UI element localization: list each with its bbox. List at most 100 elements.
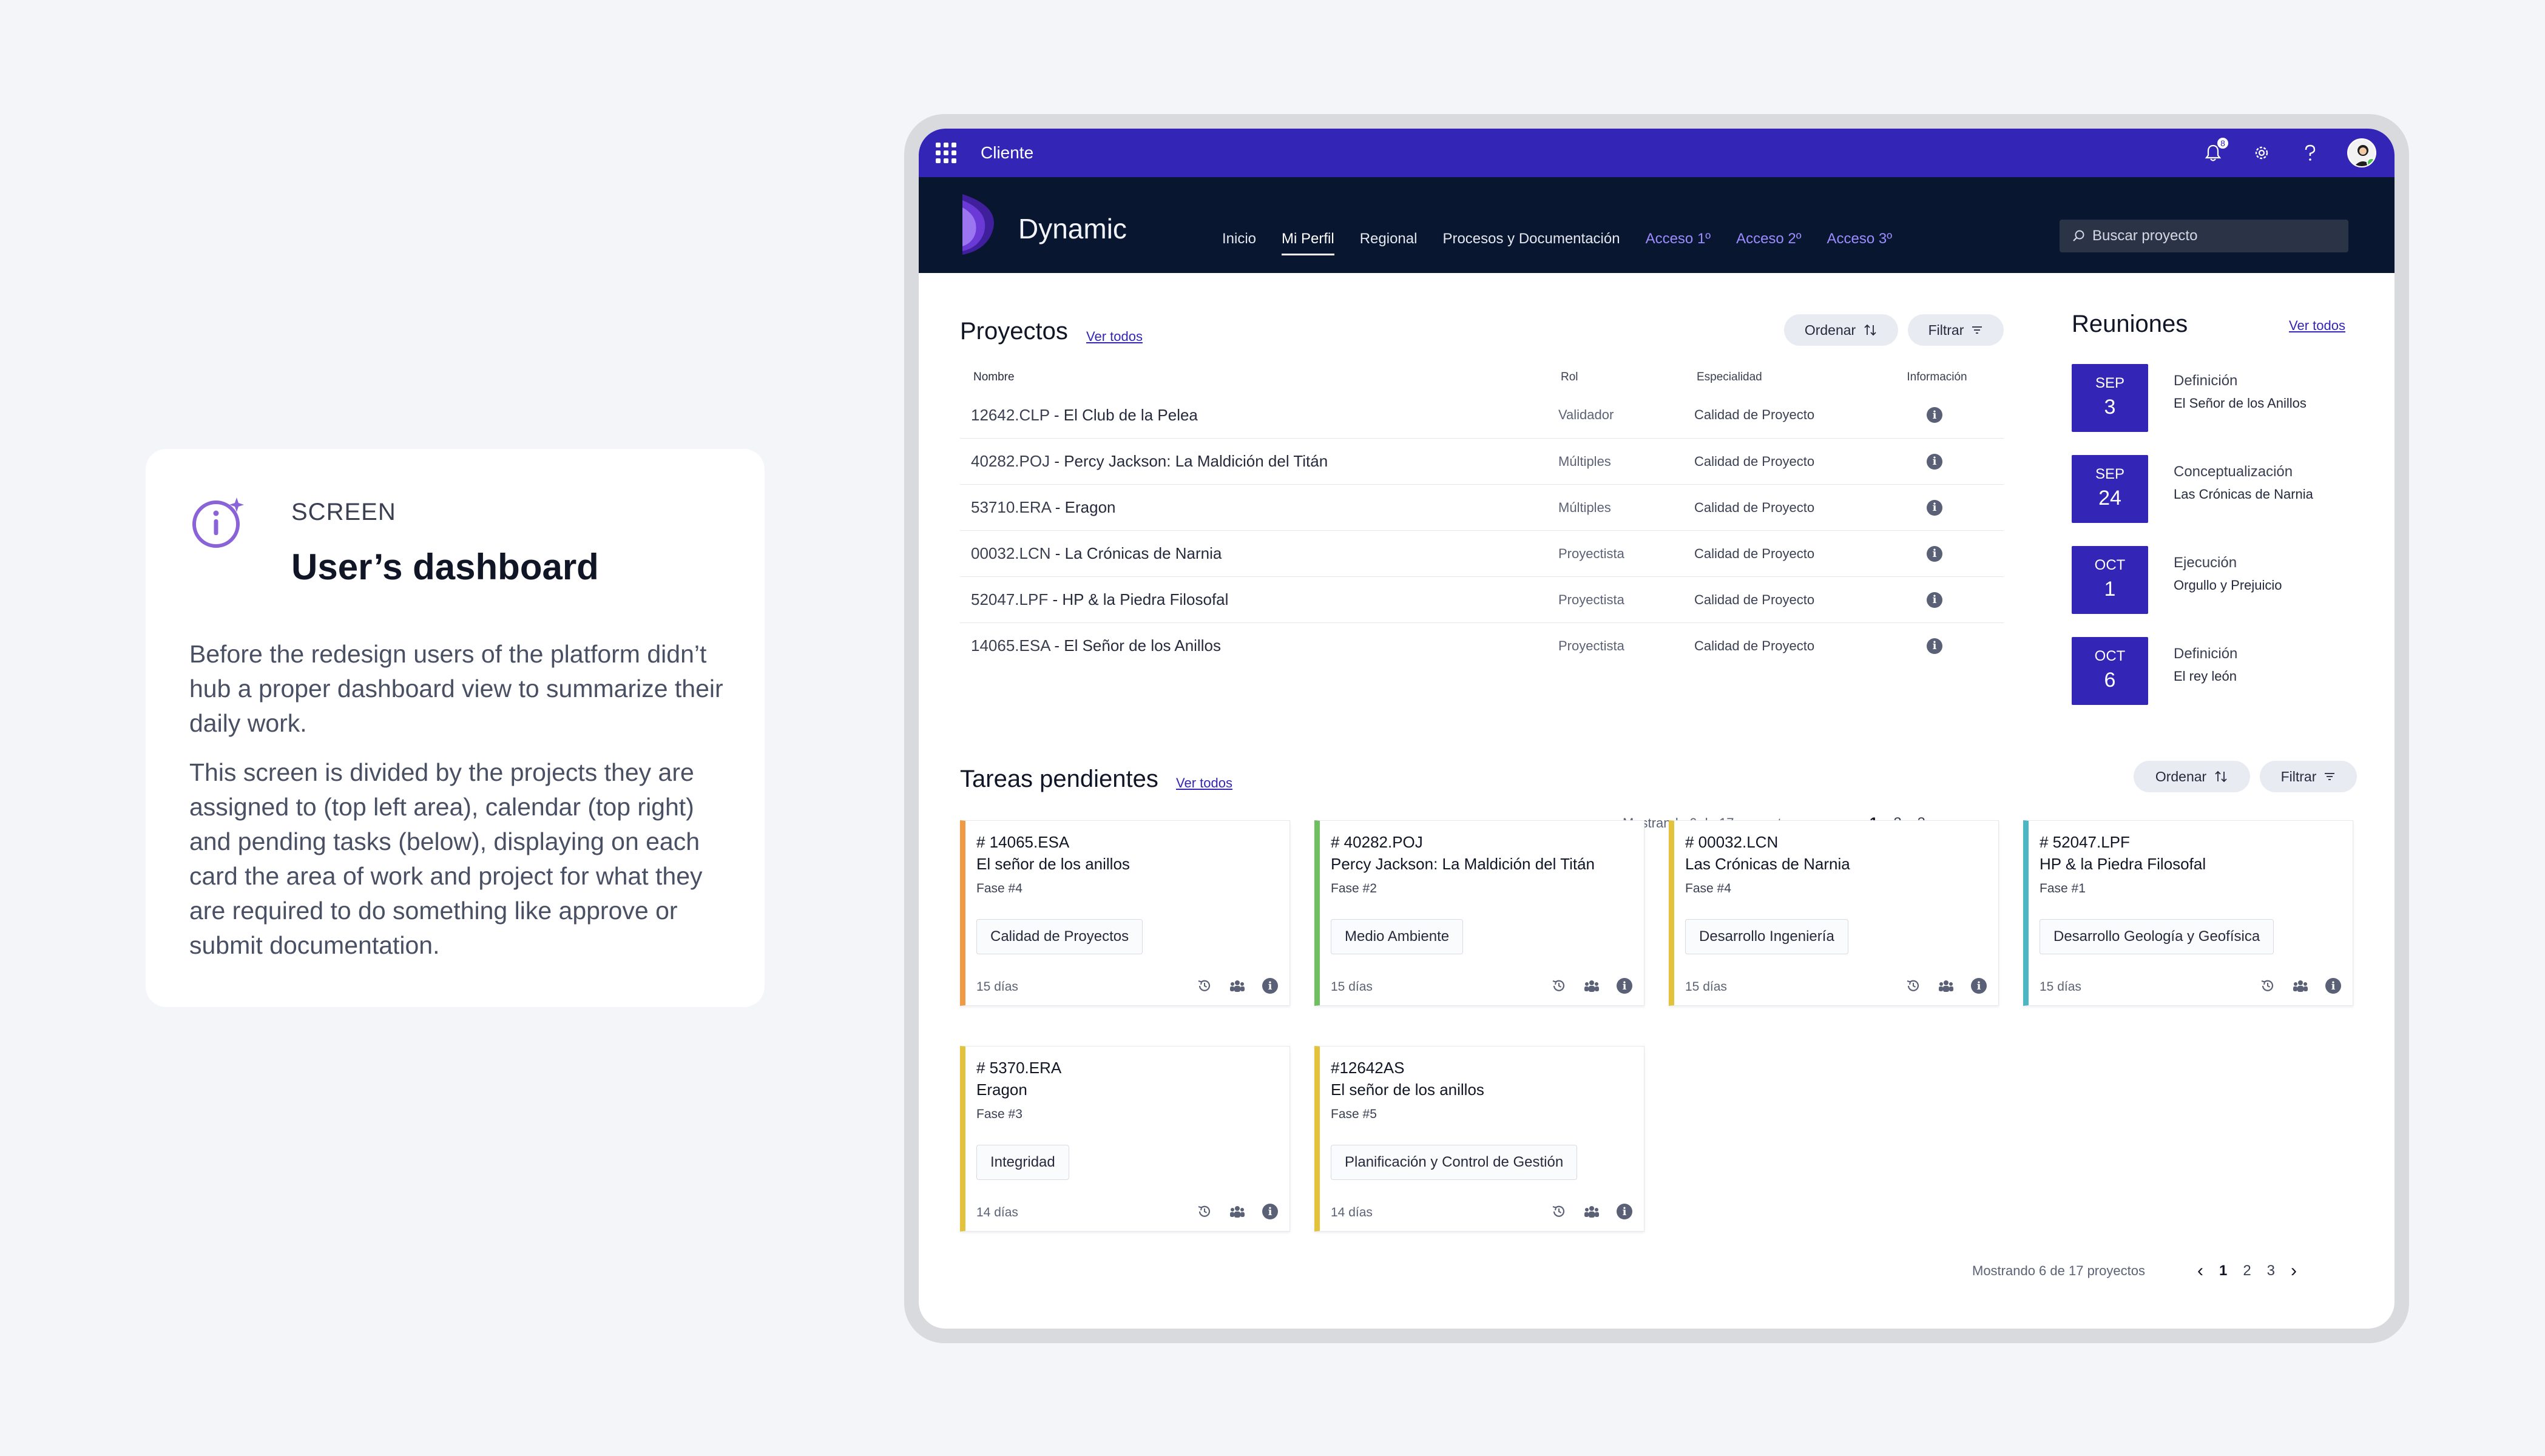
info-icon[interactable]: i [1970,977,1987,994]
info-icon[interactable]: i [1616,977,1633,994]
project-role: Múltiples [1558,453,1611,469]
tasks-sort-button[interactable]: Ordenar [2134,761,2250,792]
projects-sort-button[interactable]: Ordenar [1784,314,1898,346]
app-screen: Cliente 8 [919,129,2395,1329]
nav-item-acceso-2[interactable]: Acceso 2º [1736,231,1802,247]
tasks-count-text: Mostrando 6 de 17 proyectos [1972,1263,2145,1278]
search-input[interactable]: Buscar proyecto [2060,220,2348,252]
table-row[interactable]: 12642.CLP - El Club de la Pelea Validador… [960,392,2004,438]
team-icon[interactable] [1583,977,1600,994]
project-role: Proyectista [1558,638,1624,653]
meeting-date-badge: SEP 24 [2072,455,2148,523]
prev-page-chevron-icon[interactable]: ‹ [2197,1261,2203,1281]
app-name: Cliente [981,143,1034,162]
nav-item-acceso-3[interactable]: Acceso 3º [1827,231,1893,247]
app-launcher-icon[interactable] [936,143,956,163]
filter-label: Filtrar [1928,322,1964,338]
help-icon[interactable] [2299,141,2322,164]
meeting-item[interactable]: SEP 24 Conceptualización Las Crónicas de Na… [2072,455,2363,523]
meeting-item[interactable]: OCT 6 Definición El rey león [2072,637,2363,705]
task-area-tag: Calidad de Proyectos [976,919,1143,954]
projects-table: Nombre Rol Especialidad Información 1264… [960,363,2004,669]
info-icon[interactable]: i [1262,977,1279,994]
meeting-month: SEP [2095,375,2125,391]
task-card[interactable]: # 52047.LPF HP & la Piedra Filosofal Fase … [2023,820,2353,1006]
project-separator: - [1049,405,1064,424]
info-icon[interactable]: i [2325,977,2342,994]
tasks-filter-button[interactable]: Filtrar [2260,761,2357,792]
task-card[interactable]: # 40282.POJ Percy Jackson: La Maldición d… [1314,820,1644,1006]
team-icon[interactable] [1938,977,1955,994]
nav-item-acceso-1[interactable]: Acceso 1º [1645,231,1711,247]
task-project-name: Eragon [976,1080,1027,1099]
task-card[interactable]: #12642AS El señor de los anillos Fase #5 Pl… [1314,1046,1644,1232]
task-phase: Fase #4 [976,881,1022,895]
user-avatar[interactable] [2347,138,2376,167]
team-icon[interactable] [1229,1203,1246,1220]
notifications-icon[interactable]: 8 [2202,138,2228,164]
history-icon[interactable] [1196,1203,1213,1220]
nav-item-regional[interactable]: Regional [1359,231,1418,247]
table-row[interactable]: 00032.LCN - La Crónicas de Narnia Proyect… [960,530,2004,576]
project-name: La Crónicas de Narnia [1064,544,1222,562]
team-icon[interactable] [2292,977,2309,994]
table-row[interactable]: 40282.POJ - Percy Jackson: La Maldición … [960,438,2004,484]
project-name: El Club de la Pelea [1063,405,1198,424]
project-name-cell: 53710.ERA - Eragon [971,498,1558,517]
page-2-button[interactable]: 2 [2243,1262,2251,1279]
meeting-item[interactable]: OCT 1 Ejecución Orgullo y Prejuicio [2072,546,2363,614]
info-kicker: SCREEN [291,499,396,525]
project-name: HP & la Piedra Filosofal [1062,590,1229,608]
nav-item-mi-perfil[interactable]: Mi Perfil [1282,231,1334,255]
info-icon[interactable]: i [1262,1203,1279,1220]
project-name: Eragon [1064,498,1116,516]
nav-item-procesos[interactable]: Procesos y Documentación [1442,231,1620,247]
meetings-see-all-link[interactable]: Ver todos [2289,318,2345,333]
column-header-info: Información [1907,371,1967,383]
column-header-name: Nombre [973,371,1015,383]
info-icon[interactable]: i [1927,638,1942,654]
next-page-chevron-icon[interactable]: › [2291,1261,2297,1281]
filter-label: Filtrar [2280,768,2317,784]
meeting-item[interactable]: SEP 3 Definición El Señor de los Anillos [2072,364,2363,432]
task-project-name: HP & la Piedra Filosofal [2040,855,2206,873]
dynamic-logo-icon [962,194,994,255]
info-card: SCREEN User’s dashboard Before the redes… [146,449,765,1007]
tasks-see-all-link[interactable]: Ver todos [1176,775,1232,790]
info-icon[interactable]: i [1927,407,1942,423]
info-icon[interactable]: i [1927,545,1942,562]
project-info-cell: i [1898,592,1971,608]
page-1-button[interactable]: 1 [2219,1262,2228,1279]
tasks-pagination: Mostrando 6 de 17 proyectos ‹ 1 2 3 › [1972,1261,2297,1281]
search-placeholder: Buscar proyecto [2092,228,2198,244]
team-icon[interactable] [1229,977,1246,994]
projects-filter-button[interactable]: Filtrar [1908,314,2004,346]
nav-item-inicio[interactable]: Inicio [1222,231,1257,247]
table-row[interactable]: 14065.ESA - El Señor de los Anillos Proye… [960,622,2004,669]
project-specialty: Calidad de Proyecto [1694,453,1815,469]
history-icon[interactable] [2259,977,2276,994]
project-code: 40282.POJ [971,452,1050,470]
project-name: El Señor de los Anillos [1064,636,1221,655]
task-card[interactable]: # 5370.ERA Eragon Fase #3 Integridad 14 días… [960,1046,1290,1232]
table-row[interactable]: 52047.LPF - HP & la Piedra Filosofal Proy… [960,576,2004,622]
task-project-name: El señor de los anillos [1331,1080,1484,1099]
task-card[interactable]: # 00032.LCN Las Crónicas de Narnia Fase #4… [1669,820,1999,1006]
meeting-title: Definición [2174,645,2238,662]
projects-see-all-link[interactable]: Ver todos [1086,329,1143,344]
history-icon[interactable] [1550,977,1567,994]
page-3-button[interactable]: 3 [2266,1262,2276,1279]
task-code: # 40282.POJ [1331,833,1423,851]
settings-gear-icon[interactable] [2250,141,2273,164]
table-row[interactable]: 53710.ERA - Eragon Múltiples Calidad de Pr… [960,484,2004,530]
history-icon[interactable] [1196,977,1213,994]
info-icon[interactable]: i [1927,499,1942,516]
info-icon[interactable]: i [1616,1203,1633,1220]
project-info-cell: i [1898,407,1971,423]
info-icon[interactable]: i [1927,592,1942,608]
info-icon[interactable]: i [1927,453,1942,470]
task-card[interactable]: # 14065.ESA El señor de los anillos Fase #… [960,820,1290,1006]
team-icon[interactable] [1583,1203,1600,1220]
history-icon[interactable] [1550,1203,1567,1220]
history-icon[interactable] [1905,977,1922,994]
